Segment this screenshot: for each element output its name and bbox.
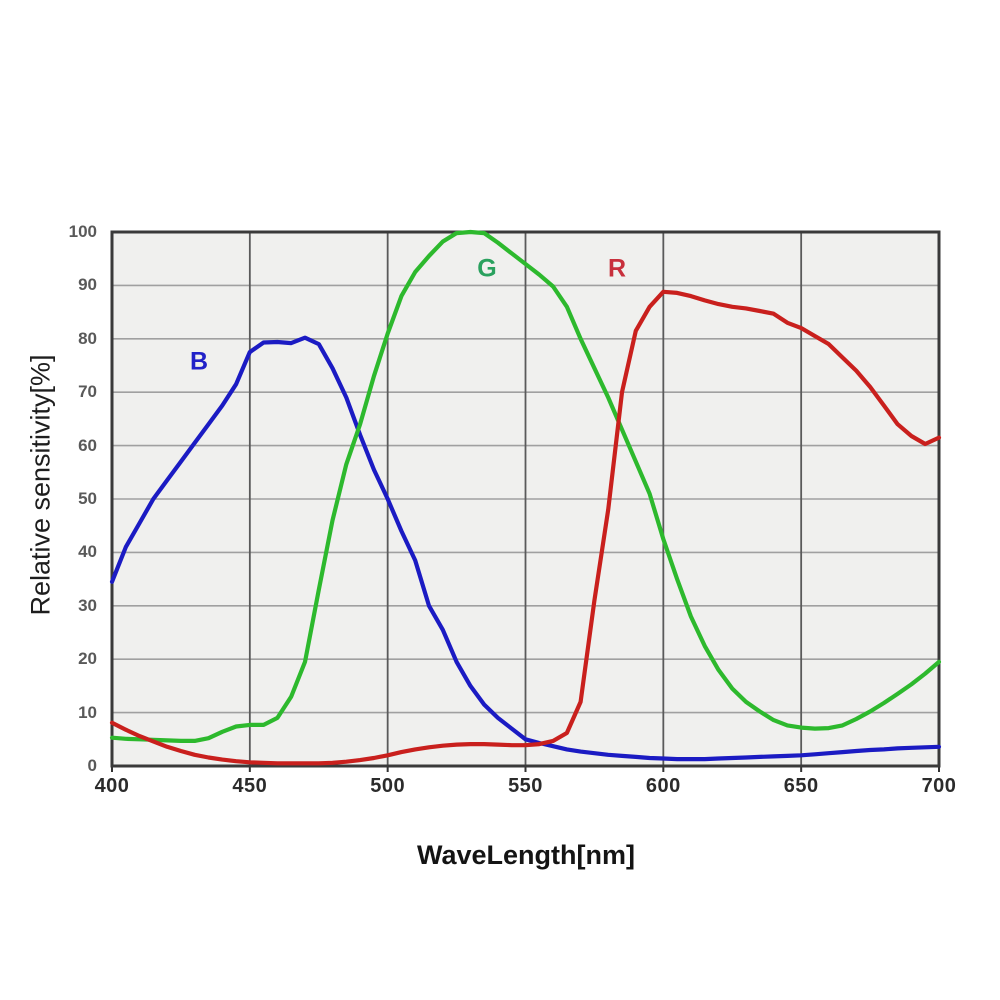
x-tick-label: 400	[94, 775, 130, 797]
x-tick-label: 450	[232, 775, 268, 797]
x-tick-label: 650	[783, 775, 819, 797]
curve-label-g: G	[477, 254, 497, 283]
curve-b	[109, 335, 942, 762]
y-tick-label: 30	[78, 595, 97, 615]
y-axis-title: Relative sensitivity[%]	[25, 354, 56, 616]
curve-label-r: R	[607, 254, 627, 283]
curve-g	[109, 229, 942, 744]
y-tick-label: 90	[78, 275, 97, 295]
curve-r	[109, 289, 942, 766]
y-tick-label: 60	[78, 435, 97, 455]
y-tick-label: 80	[78, 328, 97, 348]
y-tick-label: 0	[87, 756, 97, 775]
y-tick-label: 20	[78, 649, 97, 669]
plot-border	[110, 230, 941, 768]
y-tick-label: 70	[78, 382, 97, 402]
x-tick-label: 550	[508, 775, 543, 797]
x-tick-label: 700	[921, 775, 957, 797]
curve-label-b: B	[189, 347, 209, 376]
y-tick-label: 10	[78, 702, 97, 722]
y-tick-label: 50	[78, 489, 97, 508]
x-axis-title: WaveLength[nm]	[417, 840, 635, 870]
x-tick-label: 600	[645, 775, 681, 797]
x-tick-label: 500	[370, 775, 406, 797]
y-tick-label: 100	[68, 222, 97, 241]
y-tick-label: 40	[78, 542, 97, 562]
